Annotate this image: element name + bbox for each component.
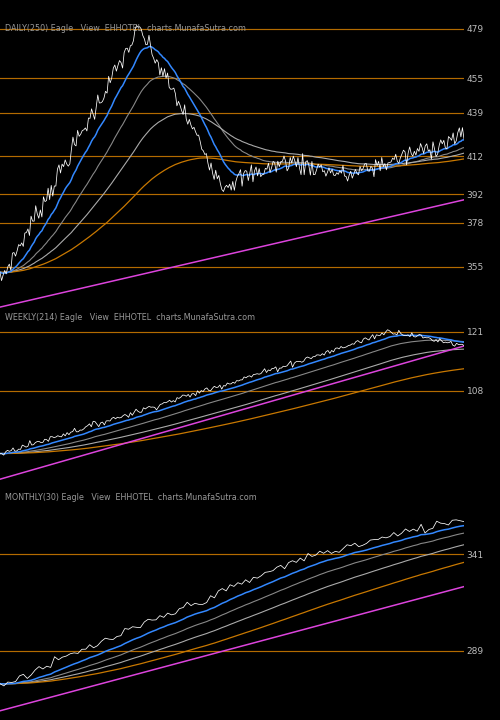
Text: MONTHLY(30) Eagle   View  EHHOTEL  charts.MunafaSutra.com: MONTHLY(30) Eagle View EHHOTEL charts.Mu… xyxy=(4,493,256,503)
Text: 20EMA: 418.98    100EMA: 396.32    O: 429.90    H: 484.90    Avg Vol: 0.973 M: 20EMA: 418.98 100EMA: 396.32 O: 429.90 H… xyxy=(5,681,409,690)
Text: DAILY(250) Eagle   View  EHHOTEL  charts.MunafaSutra.com: DAILY(250) Eagle View EHHOTEL charts.Mun… xyxy=(4,24,246,33)
Text: 30EMA: 400.99    200EMA: 35        C: 42093     L: 427.00    Day Vol: 0.494  M: 30EMA: 400.99 200EMA: 35 C: 42093 L: 427… xyxy=(5,690,414,700)
Text: WEEKLY(214) Eagle   View  EHHOTEL  charts.MunafaSutra.com: WEEKLY(214) Eagle View EHHOTEL charts.Mu… xyxy=(4,312,255,322)
